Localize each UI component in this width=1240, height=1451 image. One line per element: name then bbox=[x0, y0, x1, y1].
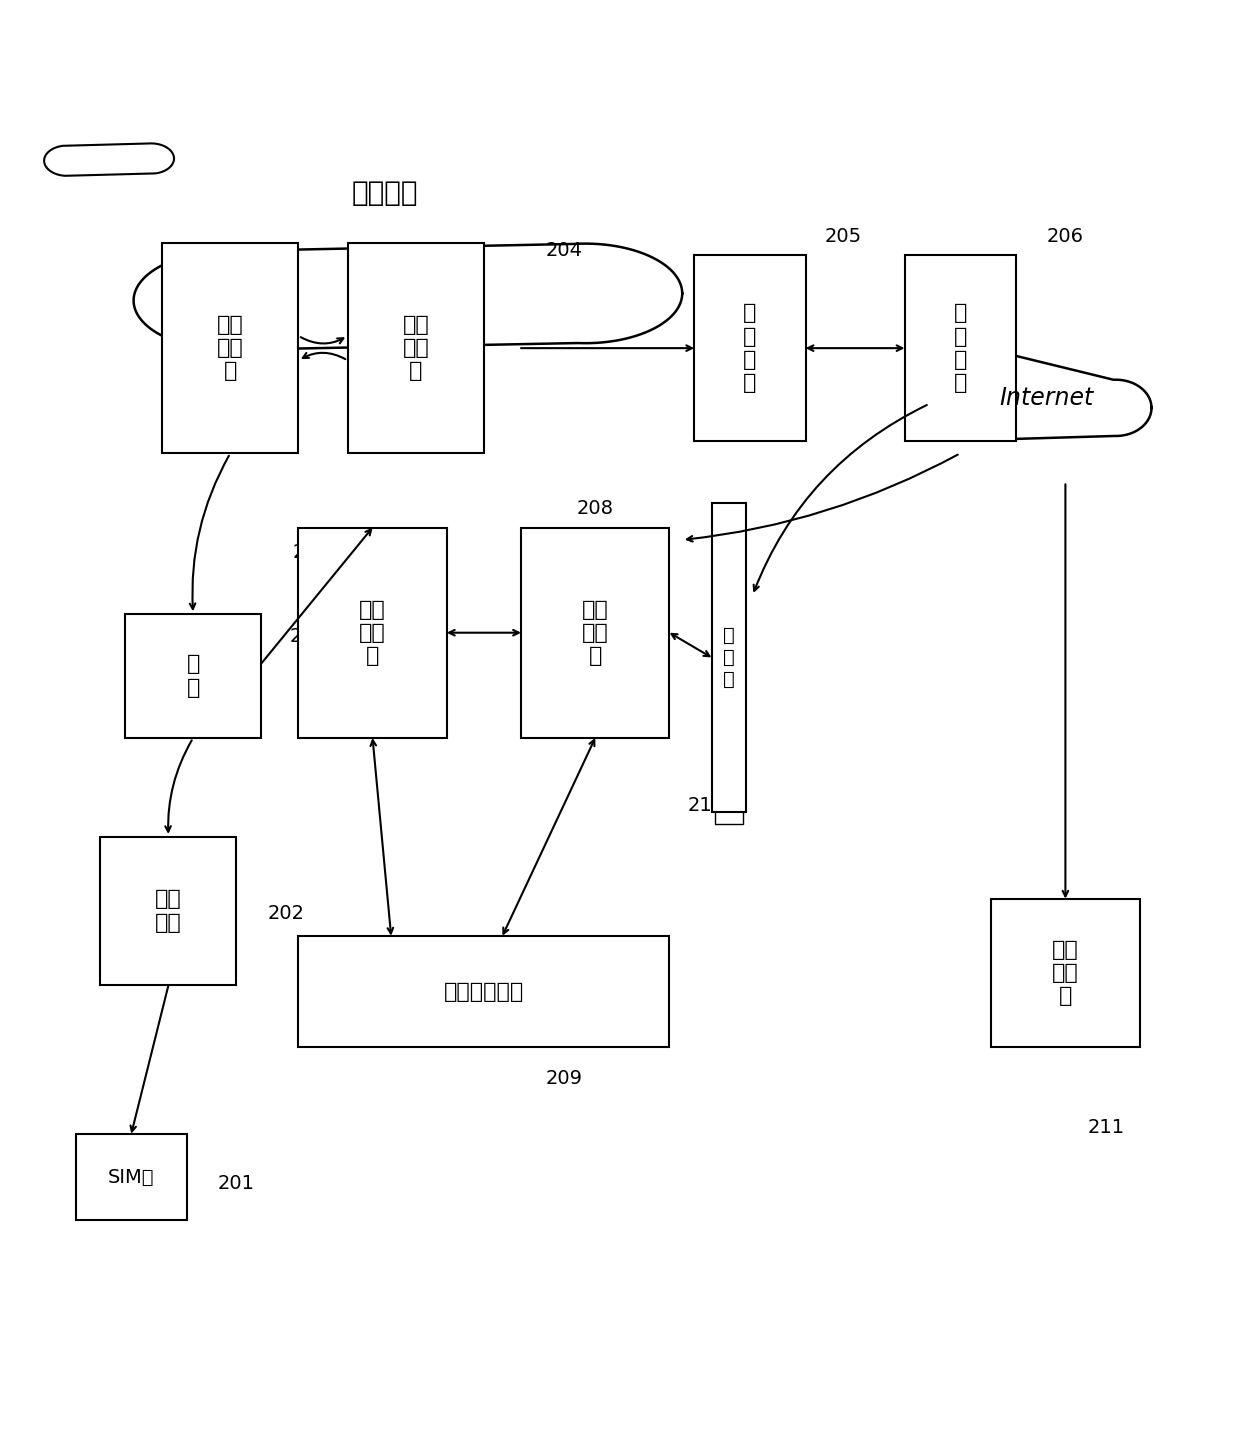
Text: 201: 201 bbox=[218, 1174, 255, 1193]
Text: 202: 202 bbox=[268, 904, 304, 923]
Ellipse shape bbox=[47, 128, 108, 167]
Ellipse shape bbox=[436, 206, 649, 315]
FancyBboxPatch shape bbox=[715, 800, 743, 824]
FancyBboxPatch shape bbox=[991, 898, 1140, 1048]
Text: 短
信
网
关: 短 信 网 关 bbox=[954, 303, 967, 393]
FancyBboxPatch shape bbox=[299, 528, 446, 739]
Text: 基
站: 基 站 bbox=[186, 654, 200, 698]
Text: 205: 205 bbox=[825, 228, 862, 247]
Ellipse shape bbox=[950, 383, 1022, 440]
Ellipse shape bbox=[489, 244, 682, 344]
Text: 208: 208 bbox=[577, 499, 614, 518]
Ellipse shape bbox=[134, 251, 327, 350]
FancyBboxPatch shape bbox=[125, 614, 262, 739]
Text: 203: 203 bbox=[290, 627, 326, 646]
Text: 防
火
墙: 防 火 墙 bbox=[723, 625, 735, 689]
Ellipse shape bbox=[252, 173, 482, 292]
Text: 移动
终端: 移动 终端 bbox=[155, 889, 182, 933]
Text: Internet: Internet bbox=[999, 386, 1094, 409]
Text: 210: 210 bbox=[688, 797, 725, 815]
FancyBboxPatch shape bbox=[299, 936, 670, 1048]
Text: 209: 209 bbox=[546, 1068, 583, 1088]
Ellipse shape bbox=[1080, 380, 1152, 435]
Text: 数据库服务器: 数据库服务器 bbox=[444, 981, 525, 1001]
Text: 204: 204 bbox=[546, 241, 583, 260]
Text: SIM卡: SIM卡 bbox=[108, 1168, 155, 1187]
FancyBboxPatch shape bbox=[521, 528, 670, 739]
Ellipse shape bbox=[115, 132, 166, 165]
FancyBboxPatch shape bbox=[347, 242, 484, 453]
Text: 移动网络: 移动网络 bbox=[352, 180, 418, 207]
FancyBboxPatch shape bbox=[712, 503, 746, 813]
FancyBboxPatch shape bbox=[76, 1133, 187, 1220]
Ellipse shape bbox=[128, 144, 174, 174]
Ellipse shape bbox=[97, 123, 148, 158]
Ellipse shape bbox=[45, 145, 91, 176]
Text: 206: 206 bbox=[1047, 228, 1084, 247]
Ellipse shape bbox=[355, 180, 573, 293]
Text: 备份
服务
器: 备份 服务 器 bbox=[360, 599, 386, 666]
Text: 移动
交换
机: 移动 交换 机 bbox=[403, 315, 429, 382]
Text: 207: 207 bbox=[293, 543, 329, 562]
Text: 移动
交换
机: 移动 交换 机 bbox=[217, 315, 243, 382]
Ellipse shape bbox=[1032, 344, 1111, 408]
FancyBboxPatch shape bbox=[100, 837, 237, 985]
FancyBboxPatch shape bbox=[694, 255, 806, 441]
Text: 个人
计算
机: 个人 计算 机 bbox=[1052, 940, 1079, 1006]
Ellipse shape bbox=[155, 207, 640, 393]
Ellipse shape bbox=[149, 194, 403, 322]
Ellipse shape bbox=[1061, 358, 1140, 419]
FancyBboxPatch shape bbox=[162, 242, 299, 453]
Text: 211: 211 bbox=[1087, 1119, 1125, 1138]
Text: 短
信
中
心: 短 信 中 心 bbox=[743, 303, 756, 393]
FancyBboxPatch shape bbox=[904, 255, 1016, 441]
Text: 网站
服务
器: 网站 服务 器 bbox=[582, 599, 609, 666]
Ellipse shape bbox=[957, 360, 1136, 464]
Ellipse shape bbox=[50, 132, 164, 189]
Ellipse shape bbox=[993, 340, 1078, 408]
Ellipse shape bbox=[956, 351, 1049, 424]
Ellipse shape bbox=[72, 122, 126, 158]
